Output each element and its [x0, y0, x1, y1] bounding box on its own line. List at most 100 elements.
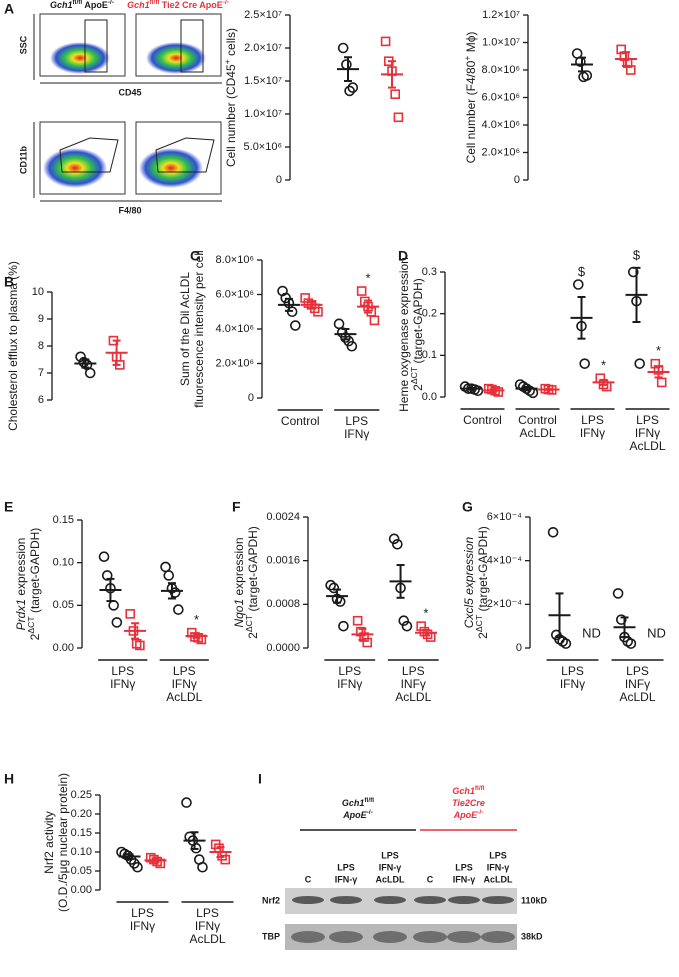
panel-label: C [190, 248, 200, 264]
text-segment: -/- [223, 0, 229, 6]
density [146, 42, 206, 74]
data-point [132, 861, 143, 873]
x-tick-label: AcLDL [519, 426, 555, 440]
x-tick-label: IFNγ [110, 677, 135, 691]
data-point [634, 358, 646, 369]
y-tick-label: 0.05 [53, 599, 74, 611]
y-tick-label: 0 [248, 392, 254, 404]
data-point [392, 538, 403, 550]
text-segment: -/- [108, 0, 114, 6]
text-segment: cells) [224, 28, 238, 59]
x-tick-label: IFNγ [344, 427, 369, 441]
y-tick-label: 7 [38, 367, 44, 379]
text-segment: (target-GAPDH) [246, 526, 260, 615]
density [50, 42, 110, 74]
group-label: Tie2Cre [452, 798, 485, 808]
x-tick-label: IFNγ [635, 426, 660, 440]
panel-label: F [232, 499, 241, 515]
y-axis-label: Cell number (F4/80+ Mϕ) [462, 32, 478, 164]
text-segment: ΔCT [474, 614, 484, 632]
lane-label: IFN-γ [487, 862, 510, 872]
band [481, 931, 515, 943]
data-point [401, 620, 413, 632]
y-axis-label: (O.D./5μg nuclear protein) [56, 773, 70, 912]
data-point [337, 42, 349, 54]
text-segment: Nqo1 [232, 599, 246, 628]
data-point [328, 582, 340, 594]
y-tick-label: 4.0×10⁶ [216, 323, 254, 335]
y-tick-label: 0.0000 [266, 642, 300, 654]
y-tick-label: 1.2×10⁷ [482, 9, 520, 21]
y-axis-label: Cell number (CD45+ cells) [222, 28, 238, 167]
y-tick-label: 2.0×10⁶ [216, 357, 254, 369]
text-segment: Cxcl5 expression [462, 536, 476, 628]
gate [59, 137, 119, 173]
data-point [472, 385, 484, 397]
data-point [336, 327, 348, 338]
lane-label: LPS [455, 862, 473, 872]
data-point [313, 306, 323, 317]
y-tick-label: 0.3 [422, 266, 437, 278]
x-tick-label: LPS [338, 664, 361, 678]
data-point [656, 377, 667, 388]
y-tick-label: 0 [276, 174, 282, 186]
lane-label: C [305, 874, 312, 884]
text-segment: Heme oxygenase expression [397, 257, 411, 412]
y-tick-label: 0 [516, 642, 522, 654]
text-segment: Nrf2 activity [42, 811, 56, 874]
y-tick-label: 0.1 [422, 349, 437, 361]
data-point [163, 570, 175, 581]
lane-label: IFN-γ [379, 862, 402, 872]
row-label: TBP [262, 931, 280, 941]
text-segment: Gch1 [342, 798, 365, 808]
data-point [625, 638, 637, 649]
y-axis-label: Heme oxygenase expression [397, 257, 411, 412]
y-tick-label: 0.00 [53, 642, 74, 654]
text-segment: (O.D./5μg nuclear protein) [56, 773, 70, 912]
gate [180, 19, 204, 73]
band [414, 896, 446, 904]
data-point [343, 335, 354, 347]
y-tick-label: 9 [38, 313, 44, 325]
text-segment: (target-GAPDH) [476, 526, 490, 615]
flow-axes [33, 14, 222, 202]
annotation: * [601, 358, 606, 373]
y-axis-label: Prdx1 expression [14, 538, 28, 631]
lane-label: AcLDL [484, 874, 514, 884]
y-tick-label: 8.0×10⁶ [216, 254, 254, 266]
text-segment: expression [232, 537, 246, 598]
data-point [160, 561, 171, 573]
band [329, 931, 363, 943]
annotation: ND [582, 625, 601, 640]
data-point [125, 609, 136, 619]
text-segment: Gch1 [452, 786, 475, 796]
text-segment: Prdx1 [14, 599, 28, 630]
x-tick-label: LPS [173, 664, 196, 678]
text-segment: 2 [28, 633, 42, 640]
y-tick-label: 0.2 [422, 308, 437, 320]
lane-label: LPS [381, 850, 399, 860]
lane-label: AcLDL [376, 874, 406, 884]
data-point [581, 70, 593, 81]
gate [155, 137, 215, 173]
y-tick-label: 0.10 [71, 846, 92, 858]
group-label: Gch1fl/fl Tie2 Cre ApoE-/- [127, 0, 229, 10]
text-segment: fl/fl [150, 0, 160, 6]
data-point [173, 604, 184, 615]
annotation: $ [578, 264, 586, 279]
y-tick-label: 0.25 [71, 789, 92, 801]
y-tick-label: 4×10⁻⁴ [487, 555, 523, 567]
data-point [220, 854, 231, 865]
x-tick-label: LPS [561, 664, 584, 678]
data-point [98, 551, 110, 562]
data-point [75, 351, 86, 363]
y-tick-label: 0.0016 [266, 555, 300, 567]
flow-gates [59, 19, 215, 173]
x-tick-label: Control [463, 413, 502, 427]
y-tick-label: 1.5×10⁷ [244, 75, 282, 87]
data-point [108, 600, 119, 611]
lane-label: C [427, 874, 434, 884]
data-point [393, 112, 404, 123]
x-tick-label: AcLDL [189, 932, 225, 946]
panel-label: H [4, 771, 14, 787]
